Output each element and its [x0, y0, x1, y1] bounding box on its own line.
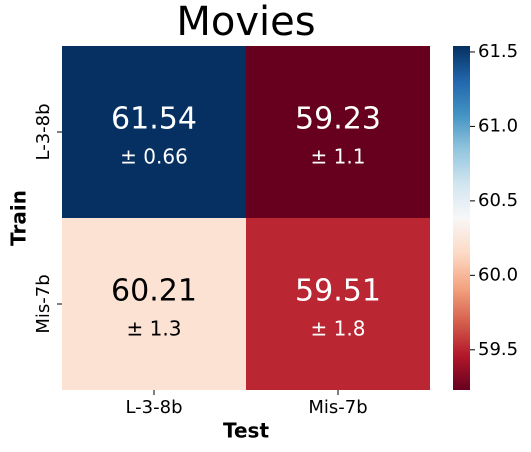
x-tick-label: L-3-8b: [125, 397, 182, 418]
y-tick-label: Mis-7b: [33, 274, 54, 333]
x-tick-label: Mis-7b: [308, 397, 367, 418]
chart-title: Movies: [176, 0, 315, 45]
colorbar-tick-label: 60.5: [478, 190, 518, 211]
heatmap-cell: [246, 46, 430, 218]
colorbar: [453, 46, 470, 390]
cell-value: 61.54: [111, 102, 197, 137]
cell-error: ± 1.3: [127, 317, 182, 341]
y-tick-label: L-3-8b: [33, 103, 54, 160]
cell-value: 59.51: [295, 274, 381, 309]
colorbar-tick-label: 59.5: [478, 339, 518, 360]
cell-value: 60.21: [111, 274, 197, 309]
colorbar-tick-label: 61.0: [478, 115, 518, 136]
cell-error: ± 0.66: [120, 145, 188, 169]
cell-error: ± 1.1: [311, 145, 366, 169]
heatmap-cell: [62, 218, 246, 390]
colorbar-tick-label: 61.5: [478, 41, 518, 62]
heatmap-cell: [62, 46, 246, 218]
colorbar-tick-label: 60.0: [478, 264, 518, 285]
x-axis-label: Test: [223, 419, 269, 443]
y-axis-label: Train: [7, 190, 31, 246]
cell-error: ± 1.8: [311, 317, 366, 341]
cell-value: 59.23: [295, 102, 381, 137]
heatmap-cell: [246, 218, 430, 390]
